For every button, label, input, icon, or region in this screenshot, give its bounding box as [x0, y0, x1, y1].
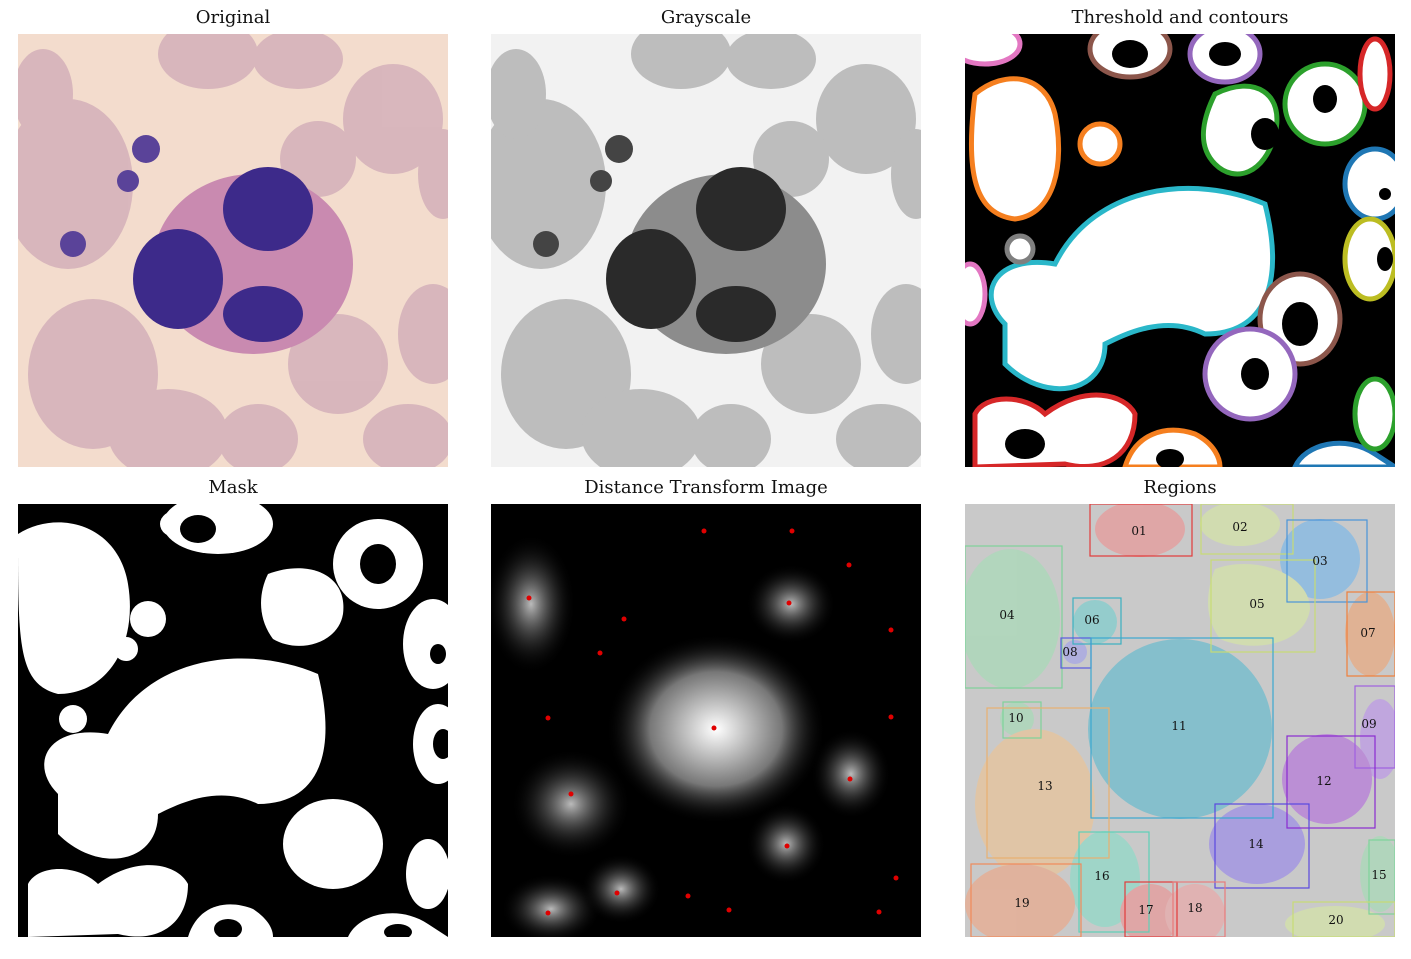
region-label: 19: [1014, 896, 1029, 910]
distance-transform-image: [491, 504, 921, 937]
region-label: 11: [1171, 719, 1186, 733]
threshold-image: [965, 34, 1395, 467]
panel-title: Grayscale: [660, 7, 752, 28]
distance-transform-plot: [491, 504, 921, 937]
original-photo: [18, 34, 448, 467]
panel-title: Regions: [1143, 477, 1217, 498]
threshold-contours-plot: [965, 34, 1395, 467]
region-label: 10: [1008, 711, 1023, 725]
region-label: 01: [1131, 524, 1146, 538]
grayscale-photo: [491, 34, 921, 467]
regions-plot: 01 02 03 04 05 06 07 08 09 10 11 12 13 1…: [965, 504, 1395, 937]
original-image: [18, 34, 448, 467]
region-label: 02: [1232, 520, 1247, 534]
region-label: 08: [1062, 645, 1077, 659]
region-label: 16: [1094, 869, 1109, 883]
region-label: 14: [1248, 837, 1264, 851]
region-label: 03: [1312, 554, 1327, 568]
region-label: 04: [999, 608, 1015, 622]
region-label: 15: [1371, 868, 1386, 882]
mask-plot: [18, 504, 448, 937]
region-label: 09: [1361, 717, 1376, 731]
panel-title: Mask: [208, 477, 258, 498]
panel-title: Original: [195, 7, 271, 28]
grayscale-image: [491, 34, 921, 467]
regions-image: 01 02 03 04 05 06 07 08 09 10 11 12 13 1…: [965, 504, 1395, 937]
panel-title: Distance Transform Image: [584, 477, 828, 498]
region-label: 05: [1249, 597, 1264, 611]
region-label: 07: [1360, 626, 1375, 640]
region-label: 13: [1037, 779, 1052, 793]
panel-title: Threshold and contours: [1071, 7, 1289, 28]
region-label: 17: [1138, 903, 1153, 917]
region-label: 12: [1316, 774, 1331, 788]
region-label: 06: [1084, 613, 1099, 627]
region-label: 18: [1187, 901, 1202, 915]
region-label: 20: [1328, 913, 1343, 927]
mask-image: [18, 504, 448, 937]
